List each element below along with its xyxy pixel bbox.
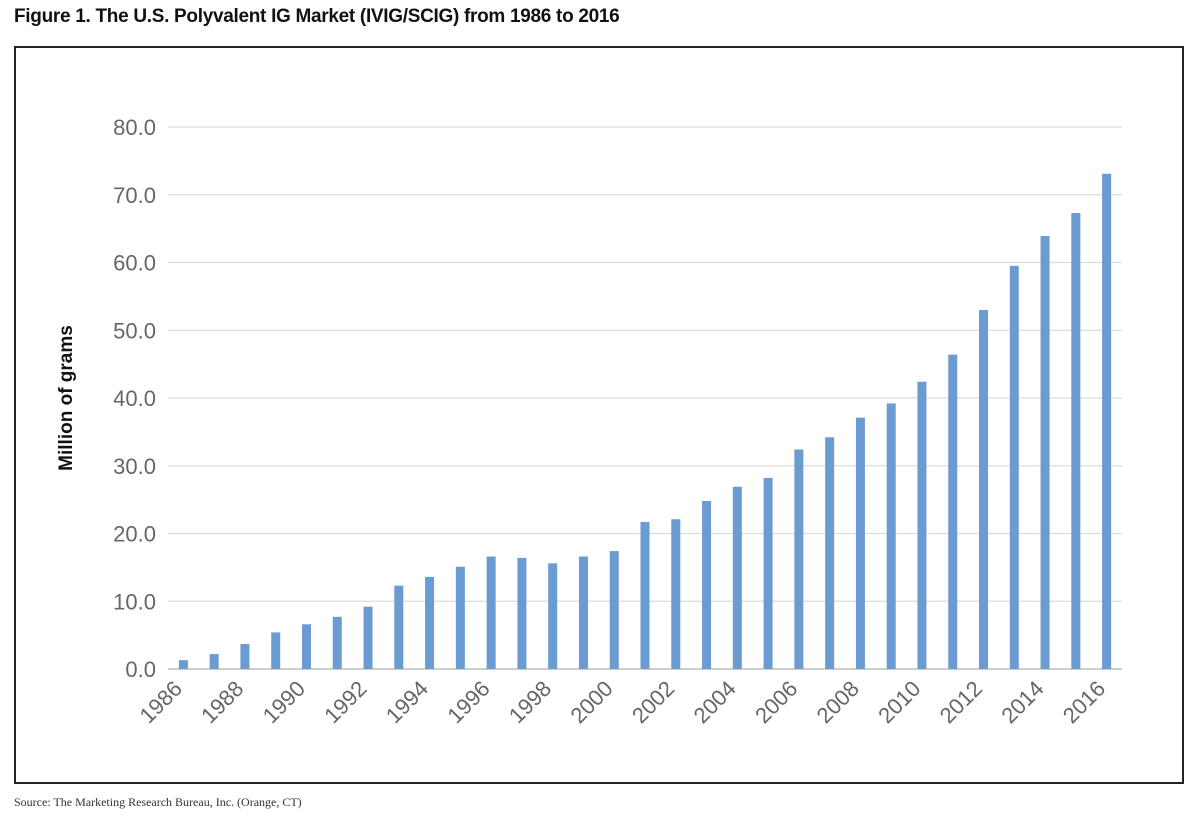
bar-1989 [271, 632, 281, 669]
y-tick-label: 30.0 [113, 454, 156, 479]
y-tick-label: 40.0 [113, 386, 156, 411]
bars [178, 173, 1112, 670]
x-tick-label: 1988 [196, 676, 248, 728]
y-tick-label: 0.0 [125, 657, 156, 682]
x-tick-label: 1998 [504, 676, 556, 728]
bar-1997 [517, 557, 527, 669]
x-tick-label: 2010 [873, 676, 925, 728]
x-tick-label: 2006 [750, 676, 802, 728]
x-tick-label: 2016 [1058, 676, 1110, 728]
x-tick-label: 1996 [442, 676, 494, 728]
bar-1993 [394, 585, 404, 669]
y-tick-label: 60.0 [113, 251, 156, 276]
bar-2006 [794, 449, 804, 669]
bar-chart: 0.0 10.0 20.0 30.0 40.0 50.0 60.0 70.0 80.0 1986… [56, 115, 1122, 728]
y-tick-label: 80.0 [113, 115, 156, 140]
bar-2014 [1040, 236, 1050, 669]
y-axis-label: Million of grams [56, 325, 77, 471]
bar-2008 [855, 417, 865, 669]
y-tick-label: 20.0 [113, 522, 156, 547]
figure-title: Figure 1. The U.S. Polyvalent IG Market … [14, 6, 620, 27]
x-tick-label: 2008 [812, 676, 864, 728]
bar-2010 [917, 381, 927, 669]
bar-1987 [209, 654, 219, 669]
x-tick-label: 1986 [135, 676, 187, 728]
bar-1996 [486, 556, 496, 669]
bar-1994 [425, 576, 435, 669]
y-tick-label: 10.0 [113, 589, 156, 614]
bar-1998 [548, 563, 558, 669]
bar-1991 [332, 616, 342, 669]
bar-1999 [578, 556, 588, 669]
y-tick-label: 50.0 [113, 318, 156, 343]
bar-1988 [240, 643, 250, 669]
x-tick-label: 2012 [935, 676, 987, 728]
bar-2007 [825, 437, 835, 669]
bar-2000 [609, 551, 619, 669]
bar-2009 [886, 403, 896, 669]
bar-2002 [671, 519, 681, 669]
bar-1995 [455, 566, 465, 669]
x-tick-label: 2004 [689, 676, 741, 728]
x-tick-label: 2000 [565, 676, 617, 728]
x-tick-label: 1994 [381, 676, 433, 728]
bar-2005 [763, 477, 773, 669]
bar-2001 [640, 521, 650, 669]
bar-2013 [1009, 265, 1019, 669]
bar-2012 [979, 309, 989, 669]
bar-2011 [948, 354, 958, 669]
source-note: Source: The Marketing Research Bureau, I… [14, 795, 302, 809]
x-tick-label: 2014 [996, 676, 1048, 728]
x-tick-label: 1990 [258, 676, 310, 728]
x-tick-label: 1992 [319, 676, 371, 728]
bar-2016 [1102, 173, 1112, 669]
bar-2015 [1071, 213, 1081, 670]
bar-2003 [702, 500, 712, 669]
bar-1986 [178, 660, 188, 669]
bar-1992 [363, 606, 373, 669]
x-tick-label: 2002 [627, 676, 679, 728]
bar-2004 [732, 486, 742, 669]
x-axis-ticks: 1986 1988 1990 1992 1994 1996 1998 2000 2002 2004… [135, 676, 1111, 728]
bar-1990 [301, 624, 311, 669]
y-axis-ticks: 0.0 10.0 20.0 30.0 40.0 50.0 60.0 70.0 80.0 [113, 115, 156, 682]
chart-frame [14, 46, 1184, 784]
y-tick-label: 70.0 [113, 183, 156, 208]
